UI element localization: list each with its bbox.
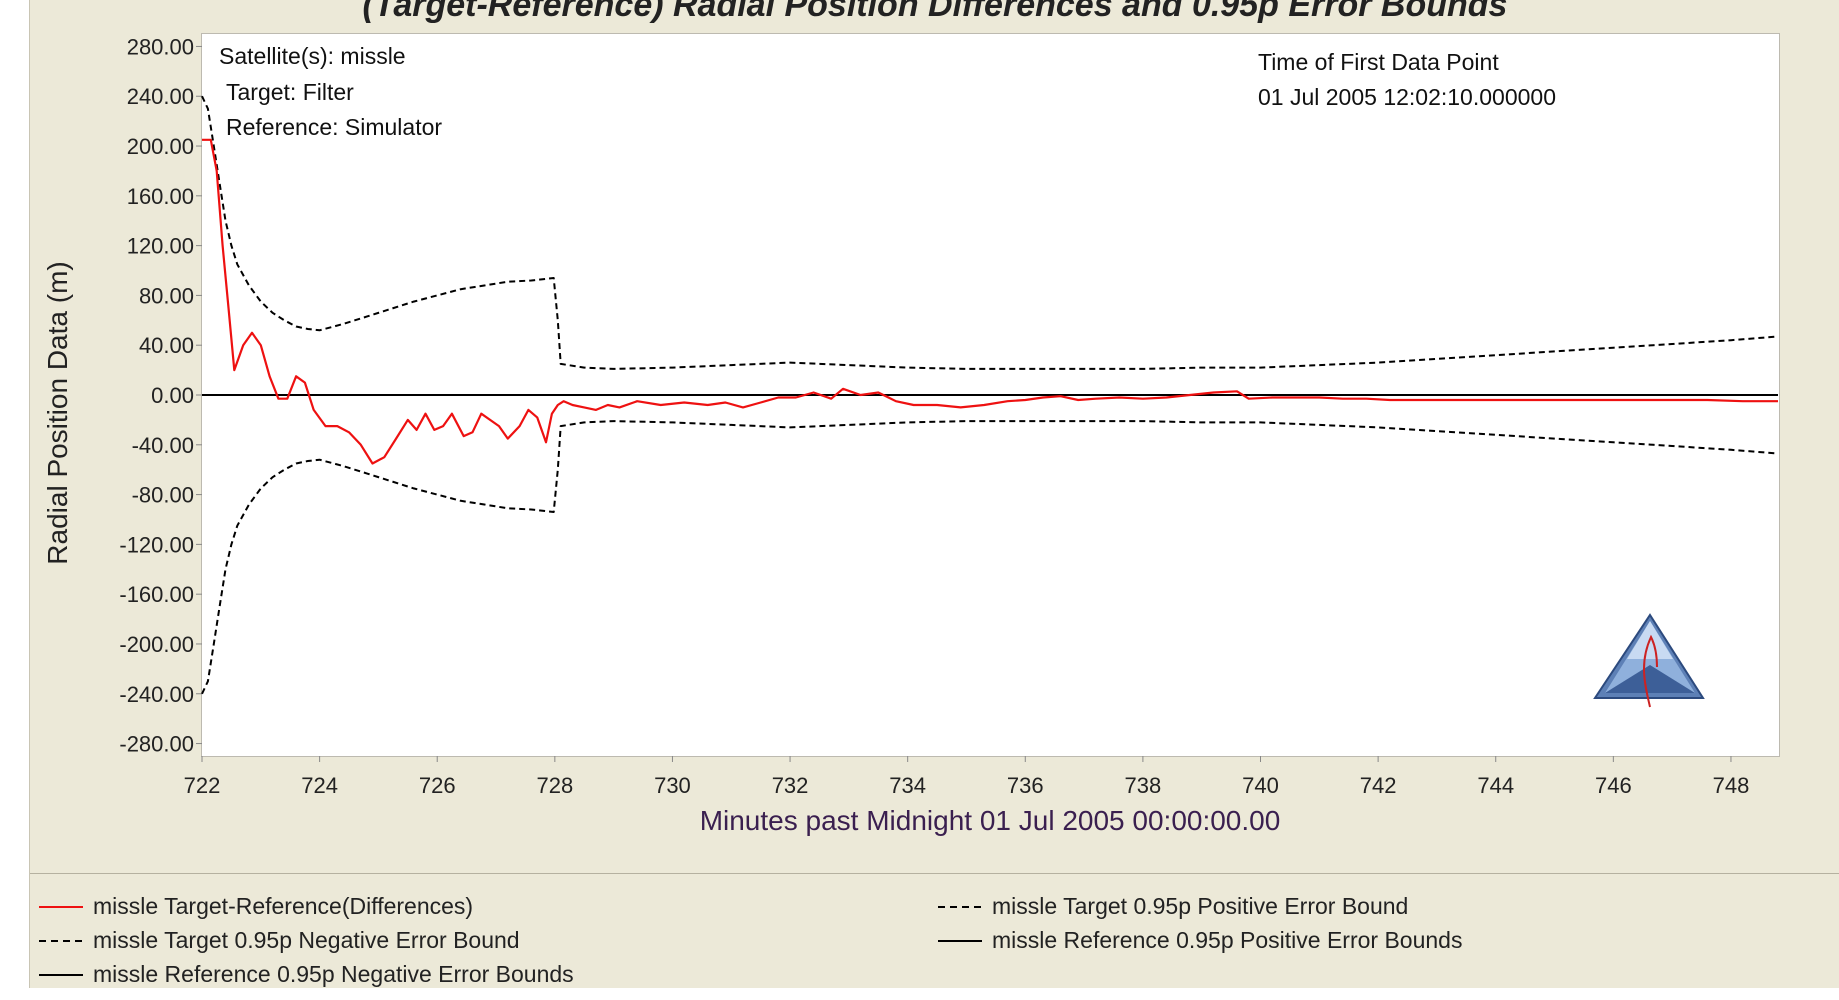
x-axis-title: Minutes past Midnight 01 Jul 2005 00:00:… [700, 805, 1281, 836]
x-tick-label: 734 [889, 773, 926, 798]
y-tick-label: -160.00 [119, 582, 194, 607]
chart-panel: (Target-Reference) Radial Position Diffe… [29, 0, 1839, 988]
y-tick-label: 240.00 [127, 84, 194, 109]
y-tick-label: -240.00 [119, 682, 194, 707]
y-tick-label: 80.00 [139, 283, 194, 308]
legend-label: missle Reference 0.95p Negative Error Bo… [93, 961, 574, 987]
y-tick-label: 160.00 [127, 184, 194, 209]
legend-swatch-dashed-black [39, 923, 83, 957]
legend-label: missle Reference 0.95p Positive Error Bo… [992, 927, 1463, 953]
reference-annotation: Reference: Simulator [226, 114, 442, 140]
legend-label: missle Target-Reference(Differences) [93, 893, 474, 919]
agi-triangle-logo-icon [1593, 613, 1705, 708]
satellites-annotation: Satellite(s): missle [219, 43, 406, 69]
legend-swatch-solid-black [938, 923, 982, 957]
x-tick-label: 736 [1007, 773, 1044, 798]
x-tick-label: 730 [654, 773, 691, 798]
legend-item: missle Target 0.95p Negative Error Bound [39, 923, 520, 957]
y-tick-label: -120.00 [119, 532, 194, 557]
x-axis: 722 724 726 728 730 732 734 736 738 740 742 744 746 7… [184, 756, 1750, 798]
x-tick-label: 744 [1477, 773, 1514, 798]
x-tick-label: 724 [301, 773, 338, 798]
x-tick-label: 748 [1713, 773, 1750, 798]
legend-item: missle Target 0.95p Positive Error Bound [938, 889, 1408, 923]
time-label-annotation: Time of First Data Point [1258, 49, 1499, 75]
target-annotation: Target: Filter [226, 79, 354, 105]
legend-item: missle Reference 0.95p Positive Error Bo… [938, 923, 1462, 957]
x-tick-label: 722 [184, 773, 221, 798]
y-tick-label: -40.00 [132, 433, 194, 458]
x-tick-label: 738 [1125, 773, 1162, 798]
legend-item: missle Reference 0.95p Negative Error Bo… [39, 957, 574, 991]
x-tick-label: 742 [1360, 773, 1397, 798]
legend-swatch-solid-black [39, 957, 83, 991]
y-tick-label: -80.00 [132, 483, 194, 508]
series-layer [201, 95, 1779, 695]
legend-label: missle Target 0.95p Negative Error Bound [93, 927, 520, 953]
y-tick-label: 200.00 [127, 134, 194, 159]
y-axis: 280.00 240.00 200.00 160.00 120.00 80.00 40.00… [119, 34, 202, 757]
y-tick-label: -280.00 [119, 732, 194, 757]
legend-swatch-dashed-black [938, 889, 982, 923]
x-tick-label: 740 [1242, 773, 1279, 798]
x-tick-label: 746 [1595, 773, 1632, 798]
legend-separator [30, 873, 1839, 874]
series-line-1 [201, 95, 1779, 370]
series-line-0 [202, 138, 1778, 465]
legend-swatch-solid-red [39, 889, 83, 923]
chart-svg: 280.00 240.00 200.00 160.00 120.00 80.00 40.00… [42, 34, 1779, 836]
y-tick-label: 0.00 [151, 383, 194, 408]
y-tick-label: 280.00 [127, 34, 194, 59]
y-axis-title: Radial Position Data (m) [42, 261, 73, 564]
x-tick-label: 732 [772, 773, 809, 798]
y-tick-label: -200.00 [119, 632, 194, 657]
legend-item: missle Target-Reference(Differences) [39, 889, 473, 923]
y-tick-label: 120.00 [127, 234, 194, 259]
chart-title: (Target-Reference) Radial Position Diffe… [362, 0, 1508, 24]
x-tick-label: 728 [536, 773, 573, 798]
x-tick-label: 726 [419, 773, 456, 798]
time-value-annotation: 01 Jul 2005 12:02:10.000000 [1258, 84, 1556, 110]
series-line-2 [201, 420, 1779, 695]
legend-label: missle Target 0.95p Positive Error Bound [992, 893, 1409, 919]
y-tick-label: 40.00 [139, 333, 194, 358]
